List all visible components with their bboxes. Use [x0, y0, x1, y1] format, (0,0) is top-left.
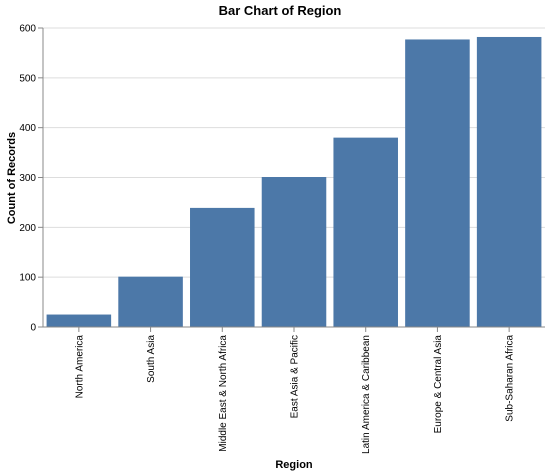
bar[interactable] — [118, 276, 183, 327]
x-tick-label: Europe & Central Asia — [433, 335, 444, 434]
y-tick-label: 200 — [19, 223, 36, 234]
y-tick-label: 100 — [19, 273, 36, 284]
x-tick-label: South Asia — [146, 335, 157, 383]
chart-title: Bar Chart of Region — [219, 3, 342, 18]
axes: 0 100 200 300 400 500 600 North America South As… — [19, 24, 545, 454]
x-axis-title: Region — [275, 459, 313, 471]
bar[interactable] — [190, 207, 255, 327]
x-tick-label: East Asia & Pacific — [290, 335, 301, 418]
bar[interactable] — [261, 177, 327, 327]
y-tick-label: 0 — [30, 323, 36, 334]
y-tick-label: 500 — [19, 73, 36, 84]
x-tick-label: Sub-Saharan Africa — [505, 335, 516, 422]
y-tick-label: 300 — [19, 173, 36, 184]
y-axis-title: Count of Records — [6, 132, 18, 224]
bars — [46, 36, 542, 327]
bar[interactable] — [333, 137, 398, 327]
x-tick-label: North America — [74, 335, 85, 399]
bar[interactable] — [476, 36, 542, 327]
bar[interactable] — [405, 39, 470, 327]
y-tick-label: 400 — [19, 123, 36, 134]
y-tick-label: 600 — [19, 24, 36, 35]
x-tick-label: Latin America & Caribbean — [361, 335, 372, 454]
x-tick-label: Middle East & North Africa — [218, 335, 229, 452]
bar[interactable] — [46, 314, 112, 327]
